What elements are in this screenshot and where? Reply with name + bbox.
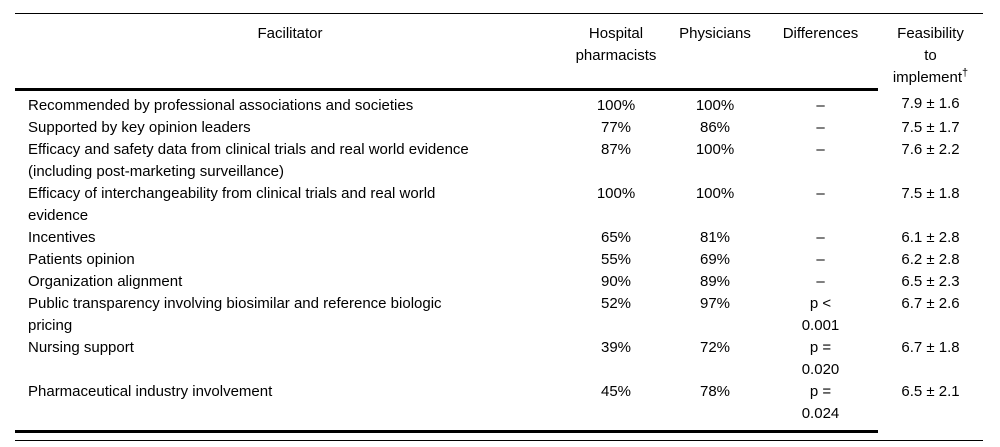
cell-hospital-pharmacists: 77%: [600, 118, 632, 136]
cell-physicians: 81%: [699, 228, 731, 246]
cell-difference: –: [816, 228, 825, 246]
table-row: Efficacy and safety data from clinical t…: [15, 139, 983, 183]
table-row: Public transparency involving biosimilar…: [15, 293, 983, 337]
cell-facilitator: Nursing support: [28, 338, 134, 356]
table-header: Facilitator Hospital pharmacists Physici…: [15, 13, 983, 91]
cell-facilitator: Patients opinion: [28, 250, 135, 268]
cell-physicians: 69%: [699, 250, 731, 268]
cell-difference: p = 0.024: [763, 380, 878, 433]
cell-hospital-pharmacists: 65%: [600, 228, 632, 246]
cell-facilitator: Pharmaceutical industry involvement: [15, 380, 565, 433]
cell-facilitator: Supported by key opinion leaders: [28, 118, 251, 136]
cell-difference: –: [816, 184, 825, 202]
column-header-physicians: Physicians: [667, 13, 763, 91]
cell-hospital-pharmacists: 55%: [600, 250, 632, 268]
facilitators-table: Facilitator Hospital pharmacists Physici…: [15, 13, 983, 433]
cell-physicians: 89%: [699, 272, 731, 290]
cell-facilitator: Organization alignment: [28, 272, 183, 290]
cell-difference: –: [816, 140, 825, 158]
column-header-feasibility: Feasibility to implement†: [878, 14, 983, 90]
cell-feasibility: 6.7 ± 1.8: [901, 338, 960, 356]
cell-hospital-pharmacists: 100%: [596, 96, 636, 114]
cell-physicians: 100%: [695, 96, 735, 114]
cell-difference: –: [816, 272, 825, 290]
cell-feasibility: 6.5 ± 2.3: [901, 272, 960, 290]
cell-hospital-pharmacists: 90%: [600, 272, 632, 290]
cell-facilitator: Recommended by professional associations…: [28, 96, 414, 114]
cell-feasibility: 7.5 ± 1.8: [901, 184, 960, 202]
cell-physicians: 86%: [699, 118, 731, 136]
cell-facilitator: Public transparency involving biosimilar…: [28, 294, 442, 334]
column-header-hospital-pharmacists: Hospital pharmacists: [565, 13, 667, 91]
cell-feasibility: 7.9 ± 1.6: [901, 95, 960, 112]
table-row: Incentives 65% 81% – 6.1 ± 2.8: [15, 227, 983, 249]
cell-physicians: 100%: [695, 184, 735, 202]
facilitators-table-wrap: Facilitator Hospital pharmacists Physici…: [15, 13, 983, 441]
table-row: Supported by key opinion leaders 77% 86%…: [15, 117, 983, 139]
cell-physicians: 97%: [699, 294, 731, 312]
cell-hospital-pharmacists: 39%: [600, 338, 632, 356]
cell-feasibility: 6.2 ± 2.8: [901, 250, 960, 268]
column-header-feasibility-label: Feasibility to implement: [892, 25, 964, 86]
table-body: Recommended by professional associations…: [15, 89, 983, 433]
cell-difference: –: [816, 250, 825, 268]
cell-feasibility: 6.5 ± 2.1: [901, 382, 960, 400]
cell-difference: p = 0.020: [801, 338, 840, 378]
cell-difference: –: [816, 118, 825, 136]
cell-feasibility: 7.6 ± 2.2: [901, 140, 960, 158]
cell-feasibility: 6.1 ± 2.8: [901, 228, 960, 246]
cell-facilitator: Incentives: [28, 228, 96, 246]
cell-hospital-pharmacists: 100%: [596, 184, 636, 202]
cell-hospital-pharmacists: 45%: [565, 380, 667, 433]
dagger-footnote-marker: †: [962, 67, 969, 79]
table-row: Patients opinion 55% 69% – 6.2 ± 2.8: [15, 249, 983, 271]
table-row: Organization alignment 90% 89% – 6.5 ± 2…: [15, 271, 983, 293]
table-row: Recommended by professional associations…: [15, 89, 983, 117]
table-row: Efficacy of interchangeability from clin…: [15, 183, 983, 227]
bottom-rule-divider: [15, 439, 983, 441]
cell-facilitator: Efficacy of interchangeability from clin…: [28, 184, 436, 224]
cell-hospital-pharmacists: 87%: [600, 140, 632, 158]
cell-feasibility: 7.5 ± 1.7: [901, 118, 960, 136]
cell-physicians: 72%: [699, 338, 731, 356]
cell-physicians: 78%: [667, 380, 763, 433]
cell-feasibility: 6.7 ± 2.6: [901, 294, 960, 312]
table-row: Nursing support 39% 72% p = 0.020 6.7 ± …: [15, 337, 983, 381]
header-row: Facilitator Hospital pharmacists Physici…: [15, 13, 983, 91]
cell-difference: p < 0.001: [801, 294, 840, 334]
cell-hospital-pharmacists: 52%: [600, 294, 632, 312]
cell-facilitator: Efficacy and safety data from clinical t…: [28, 140, 469, 180]
cell-physicians: 100%: [695, 140, 735, 158]
table-row: Pharmaceutical industry involvement 45% …: [15, 380, 983, 433]
column-header-facilitator: Facilitator: [15, 13, 565, 91]
cell-difference: –: [816, 96, 825, 114]
column-header-differences: Differences: [763, 13, 878, 91]
